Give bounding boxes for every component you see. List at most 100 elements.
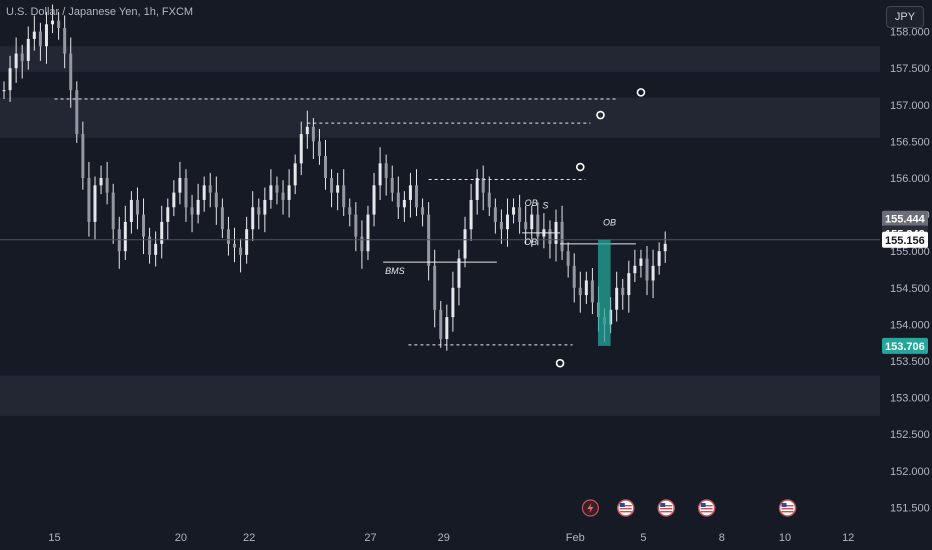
zone-rect — [0, 97, 880, 138]
candle-body — [111, 192, 115, 230]
candle-body — [457, 258, 461, 288]
flash-icon[interactable] — [581, 499, 599, 517]
candle-body — [354, 214, 358, 237]
swing-marker — [575, 162, 585, 172]
candle-body — [433, 265, 437, 310]
candle-body — [172, 192, 176, 208]
flag-canton — [660, 503, 666, 507]
price-badge-label: 155.444 — [885, 214, 926, 226]
candle-body — [8, 68, 12, 91]
candle-body — [299, 134, 303, 164]
swing-marker — [555, 358, 565, 368]
candle-body — [135, 199, 139, 215]
flag-stripe — [781, 511, 794, 513]
candle-body — [142, 214, 146, 237]
y-tick-label: 154.500 — [890, 283, 930, 295]
candle-body — [269, 185, 273, 200]
candle-body — [178, 178, 182, 193]
candle-body — [123, 221, 127, 252]
candle-body — [275, 185, 279, 193]
candle-body — [560, 221, 564, 252]
candle-body — [463, 229, 467, 259]
y-tick-label: 154.000 — [890, 319, 930, 331]
candle-body — [499, 221, 503, 230]
candle-body — [530, 214, 534, 230]
candle-body — [184, 178, 188, 208]
candle-body — [281, 192, 285, 200]
y-tick-label: 152.500 — [890, 429, 930, 441]
candle-body — [633, 265, 637, 274]
candle-body — [342, 185, 346, 208]
candle-body — [202, 185, 206, 200]
candle-body — [317, 141, 321, 157]
price-badge — [882, 231, 928, 248]
candle-body — [208, 185, 212, 193]
candle-body — [439, 309, 443, 340]
us-flag-icon[interactable] — [617, 499, 635, 517]
flag-stripe — [700, 511, 713, 513]
candle-body — [469, 199, 473, 230]
us-flag-icon[interactable] — [778, 499, 797, 517]
flash-bolt — [587, 503, 594, 513]
candle-body — [493, 207, 497, 222]
candle-body — [590, 280, 594, 303]
candle-body — [330, 178, 334, 193]
candle-body — [57, 20, 61, 28]
candle-body — [518, 207, 522, 222]
y-tick-label: 153.500 — [890, 356, 930, 368]
candle-body — [20, 53, 24, 61]
y-tick-label: 157.500 — [890, 63, 930, 75]
us-flag-icon[interactable] — [697, 499, 716, 517]
candle-body — [572, 265, 576, 288]
candle-body — [226, 229, 230, 244]
price-badge — [882, 210, 928, 227]
candle-body — [408, 185, 412, 200]
x-tick-label: 22 — [243, 532, 255, 544]
candle-body — [32, 31, 36, 39]
flag-canton — [781, 503, 787, 507]
x-tick-label: 8 — [719, 532, 725, 544]
candle-body — [2, 90, 6, 92]
candle-body — [645, 258, 649, 281]
flag-canton — [619, 503, 625, 507]
x-tick-label: 27 — [364, 532, 376, 544]
candle-body — [148, 236, 152, 255]
x-tick-label: 29 — [438, 532, 450, 544]
candle-body — [263, 199, 267, 215]
candle-body — [421, 207, 425, 215]
candle-body — [51, 20, 55, 25]
candle-body — [154, 243, 158, 255]
x-tick-label: 5 — [640, 532, 646, 544]
candle-body — [584, 280, 588, 296]
swing-marker — [596, 110, 605, 120]
flag-stripe — [619, 508, 632, 510]
currency-button[interactable]: JPY — [886, 6, 924, 28]
annotation-label: OB — [603, 218, 616, 228]
level-label: OB — [524, 237, 537, 247]
candle-body — [214, 192, 218, 208]
y-tick-label: 158.000 — [890, 27, 930, 39]
position-box — [597, 239, 611, 346]
flag-stripe — [660, 508, 673, 510]
candle-body — [578, 287, 582, 296]
y-tick-label: 156.000 — [890, 173, 930, 185]
us-flag-icon[interactable] — [657, 499, 675, 517]
candle-body — [293, 163, 297, 186]
x-tick-label: Feb — [566, 532, 585, 544]
candle-body — [336, 185, 340, 193]
candle-body — [402, 199, 406, 208]
price-badge-label: 155.156 — [885, 235, 925, 247]
annotation-label: OB — [525, 198, 538, 208]
y-tick-label: 153.000 — [890, 393, 930, 405]
flag-stripe — [781, 505, 794, 507]
candle-body — [481, 178, 485, 193]
candle-body — [305, 126, 309, 135]
candle-body — [615, 287, 619, 310]
candle-body — [129, 199, 133, 222]
candle-body — [324, 156, 328, 178]
candle-body — [190, 207, 194, 215]
y-tick-label: 152.000 — [890, 466, 930, 478]
y-tick-label: 156.500 — [890, 136, 930, 148]
candle-body — [548, 229, 552, 244]
